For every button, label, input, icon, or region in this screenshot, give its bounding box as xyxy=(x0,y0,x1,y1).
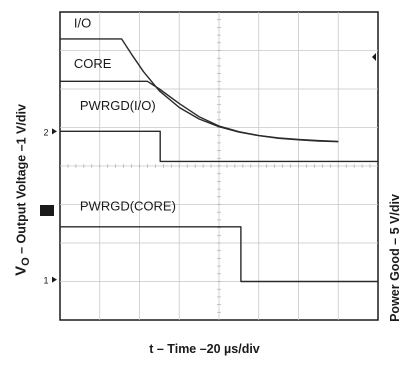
ground-marker-arrow-icon xyxy=(52,276,57,283)
ground-markers: 21 xyxy=(43,127,57,286)
ground-marker-label: 1 xyxy=(43,276,48,286)
y-label-prefix: V xyxy=(12,265,30,276)
trace-label-1: CORE xyxy=(74,56,112,71)
ground-marker-label: 2 xyxy=(43,127,48,137)
trigger-arrow-icon xyxy=(372,53,376,61)
channel-tag-icon xyxy=(40,205,54,216)
y-label-subscript: O xyxy=(19,257,32,266)
y-label-rest: – Output Voltage –1 V/div xyxy=(14,104,29,258)
traces xyxy=(60,38,378,283)
y-axis-label-right: Power Good – 5 V/div xyxy=(388,194,402,322)
trace-3 xyxy=(60,226,378,283)
trace-labels: I/O CORE PWRGD(I/O) PWRGD(CORE) xyxy=(74,15,176,213)
trace-2 xyxy=(60,130,378,163)
trace-label-0: I/O xyxy=(74,15,91,30)
x-axis-label: t – Time –20 µs/div xyxy=(149,342,260,356)
ground-marker-arrow-icon xyxy=(52,128,57,135)
trace-1 xyxy=(60,80,339,143)
y-axis-label-left: VO – Output Voltage –1 V/div xyxy=(12,104,32,276)
trace-label-3: PWRGD(CORE) xyxy=(80,198,176,213)
trace-label-2: PWRGD(I/O) xyxy=(80,98,156,113)
grid xyxy=(60,12,378,320)
